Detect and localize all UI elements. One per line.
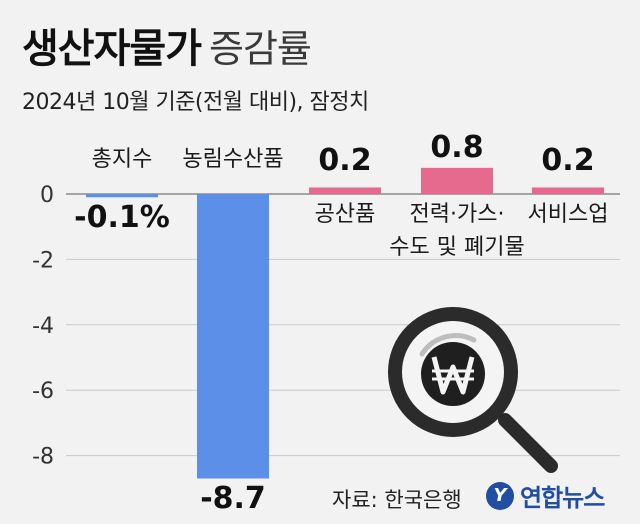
bar xyxy=(309,187,381,194)
category-label: 총지수 xyxy=(92,147,153,172)
logo-mark-icon: Y xyxy=(486,481,514,510)
bar xyxy=(86,194,158,198)
yonhap-logo: Y 연합뉴스 xyxy=(486,478,605,513)
value-label: 0.2 xyxy=(318,143,371,178)
chart-title: 생산자물가 증감률 xyxy=(22,16,312,74)
value-label: 0.2 xyxy=(541,143,594,178)
lens-highlight xyxy=(419,333,477,357)
y-tick-label: 0 xyxy=(40,183,54,208)
source-note: 자료: 한국은행 xyxy=(332,488,462,512)
chart-subtitle: 2024년 10월 기준(전월 대비), 잠정치 xyxy=(22,90,369,115)
category-label: 서비스업 xyxy=(528,202,609,227)
title-sub: 증감률 xyxy=(209,27,312,71)
value-label: 0.8 xyxy=(430,130,483,165)
bar xyxy=(197,194,269,479)
coin xyxy=(421,342,485,406)
title-main: 생산자물가 xyxy=(22,26,202,72)
logo-text: 연합뉴스 xyxy=(520,484,605,512)
magnifier-won-icon xyxy=(388,307,558,473)
y-tick-label: -4 xyxy=(32,314,54,339)
bar xyxy=(421,167,493,194)
category-label: 공산품 xyxy=(315,202,376,227)
category-label: 농림수산품 xyxy=(182,147,283,172)
value-label: -0.1% xyxy=(74,200,170,235)
magnifier-handle xyxy=(498,413,558,473)
category-label: 전력·가스· 수도 및 폐기물 xyxy=(389,202,524,260)
bar xyxy=(532,187,604,194)
y-tick-label: -6 xyxy=(32,379,54,404)
y-tick-label: -8 xyxy=(32,445,54,470)
y-tick-label: -2 xyxy=(32,248,54,273)
value-label: -8.7 xyxy=(200,481,266,516)
